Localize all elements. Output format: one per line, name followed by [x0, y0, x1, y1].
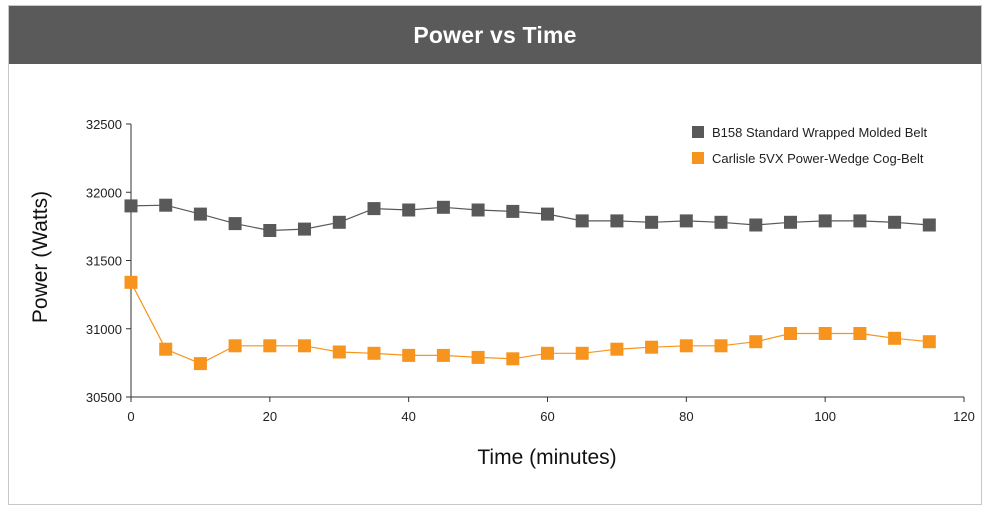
- data-point: [402, 348, 416, 362]
- data-point: [679, 214, 693, 228]
- data-point: [922, 335, 936, 349]
- data-point: [888, 215, 902, 229]
- data-point: [818, 327, 832, 340]
- legend-swatch: [692, 152, 704, 164]
- x-axis-label: Time (minutes): [477, 446, 616, 469]
- x-tick-label: 80: [679, 409, 693, 424]
- y-tick-label: 31500: [86, 254, 122, 269]
- data-point: [714, 215, 728, 229]
- title-bar: Power vs Time: [9, 6, 981, 64]
- data-point: [332, 345, 346, 359]
- data-point: [610, 214, 624, 228]
- data-point: [367, 346, 381, 360]
- data-point: [332, 215, 346, 229]
- data-point: [506, 204, 520, 218]
- data-point: [367, 202, 381, 216]
- data-point: [159, 342, 173, 356]
- x-tick-label: 0: [127, 409, 134, 424]
- data-point: [124, 199, 138, 213]
- data-point: [784, 327, 797, 340]
- data-point: [436, 348, 450, 362]
- legend-label: Carlisle 5VX Power-Wedge Cog-Belt: [712, 151, 924, 166]
- data-point: [922, 218, 936, 232]
- x-tick-label: 40: [401, 409, 415, 424]
- data-point: [298, 222, 311, 236]
- x-tick-label: 120: [953, 409, 975, 424]
- axes: 30500 31000 31500 32000 32500 0 20 40 60 80 100 120: [86, 117, 975, 424]
- data-point: [714, 339, 728, 353]
- data-point: [541, 346, 554, 360]
- series-line: [130, 204, 930, 232]
- data-point: [645, 215, 659, 229]
- y-axis-label: Power (Watts): [29, 191, 52, 323]
- data-point: [193, 207, 207, 221]
- chart-frame: Power vs Time 30500 31000 31500 32000 32500 0…: [8, 5, 982, 505]
- y-tick-label: 32000: [86, 185, 122, 200]
- data-point: [575, 214, 589, 228]
- data-point: [818, 214, 832, 228]
- data-point: [124, 275, 138, 289]
- data-point: [679, 339, 693, 353]
- data-point: [853, 327, 867, 340]
- data-point: [263, 339, 277, 353]
- legend-swatch: [692, 126, 704, 138]
- chart-title: Power vs Time: [413, 21, 577, 48]
- series-line: [130, 282, 930, 365]
- legend-label: B158 Standard Wrapped Molded Belt: [712, 125, 928, 140]
- data-point: [228, 217, 242, 231]
- y-tick-label: 31000: [86, 322, 122, 337]
- series-2: [124, 275, 936, 371]
- data-point: [402, 203, 416, 217]
- data-point: [471, 350, 485, 364]
- data-point: [263, 224, 277, 237]
- data-point: [298, 339, 311, 353]
- x-tick-label: 60: [540, 409, 554, 424]
- data-point: [471, 203, 485, 217]
- data-point: [784, 215, 797, 229]
- data-point: [749, 335, 763, 349]
- y-tick-label: 30500: [86, 390, 122, 405]
- y-tick-label: 32500: [86, 117, 122, 132]
- data-point: [645, 340, 659, 354]
- x-tick-label: 20: [263, 409, 277, 424]
- legend: B158 Standard Wrapped Molded Belt Carlisl…: [692, 125, 928, 166]
- data-point: [541, 207, 554, 221]
- data-point: [193, 357, 207, 371]
- series-layer: [124, 198, 936, 371]
- data-point: [436, 200, 450, 214]
- series-1: [124, 198, 936, 237]
- data-point: [888, 331, 902, 345]
- data-point: [228, 339, 242, 353]
- data-point: [575, 346, 589, 360]
- x-tick-label: 100: [814, 409, 836, 424]
- data-point: [853, 214, 867, 228]
- data-point: [749, 218, 763, 232]
- data-point: [506, 352, 520, 366]
- power-vs-time-chart: 30500 31000 31500 32000 32500 0 20 40 60 80 100 120…: [29, 117, 975, 469]
- data-point: [159, 198, 173, 212]
- data-point: [610, 342, 624, 356]
